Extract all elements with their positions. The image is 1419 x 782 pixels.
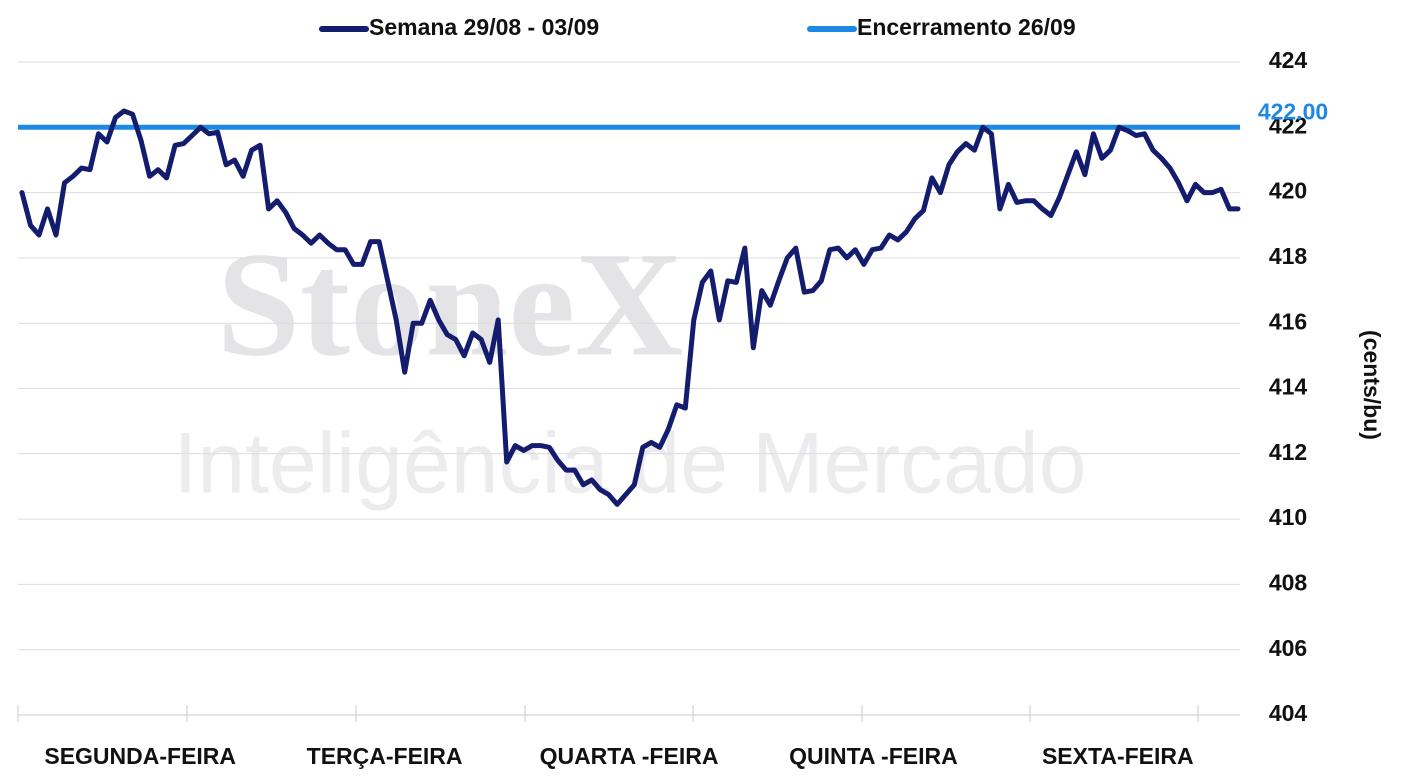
y-axis-label: (cents/bu) <box>1359 330 1385 440</box>
y-tick-label: 404 <box>1269 700 1308 726</box>
legend-label: Encerramento 26/09 <box>857 14 1076 40</box>
y-tick-label: 420 <box>1269 178 1307 204</box>
y-tick-label: 406 <box>1269 635 1307 661</box>
y-tick-label: 414 <box>1269 374 1308 400</box>
watermark-text: Inteligência de Mercado <box>173 416 1086 512</box>
watermark-logo: StoneX <box>217 221 684 387</box>
y-tick-label: 410 <box>1269 504 1307 530</box>
x-tick-label: SEGUNDA-FEIRA <box>44 743 236 769</box>
y-tick-label: 422 <box>1269 112 1307 138</box>
data-line <box>19 108 1241 507</box>
y-tick-label: 416 <box>1269 308 1307 334</box>
x-tick-label: TERÇA-FEIRA <box>307 743 463 769</box>
x-tick-label: SEXTA-FEIRA <box>1042 743 1194 769</box>
y-tick-label: 408 <box>1269 569 1308 595</box>
legend-label: Semana 29/08 - 03/09 <box>369 14 599 40</box>
reference-value-label: 422.00 <box>1258 98 1328 124</box>
y-tick-label: 424 <box>1269 47 1308 73</box>
x-tick-label: QUARTA -FEIRA <box>540 743 719 769</box>
x-tick-label: QUINTA -FEIRA <box>789 743 958 769</box>
y-tick-label: 418 <box>1269 243 1308 269</box>
x-axis-ticks <box>17 705 1240 722</box>
y-tick-label: 412 <box>1269 439 1307 465</box>
